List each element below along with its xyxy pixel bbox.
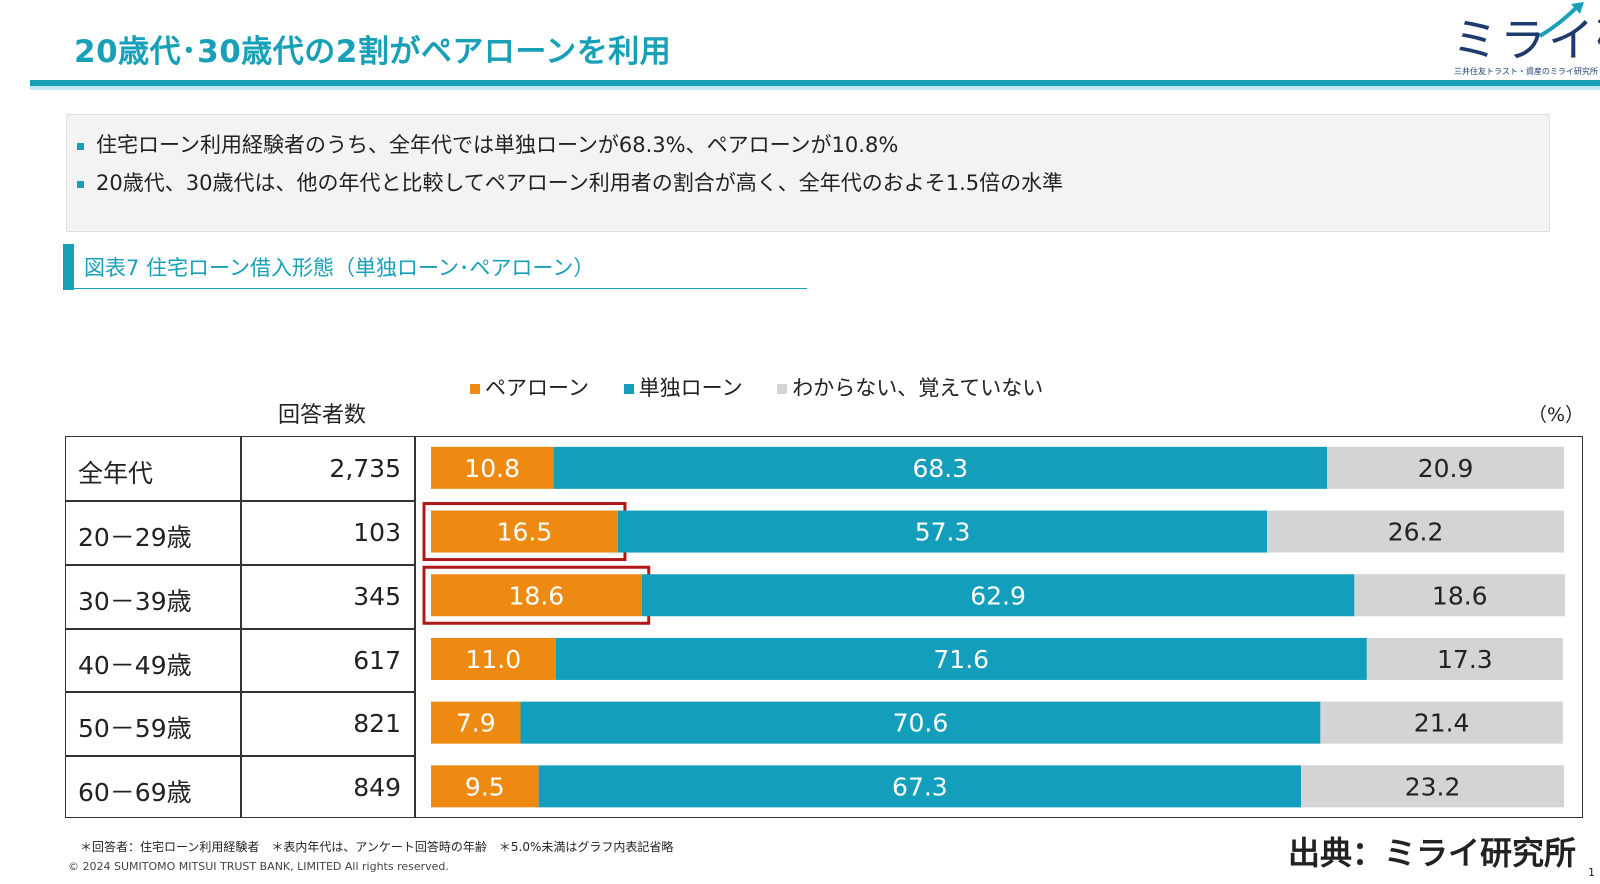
bar-value-label: 23.2 <box>1405 772 1461 801</box>
bar-segment-pair <box>431 765 539 808</box>
bar-segment-single <box>553 446 1328 489</box>
category-label: 60－69歳 <box>78 778 192 807</box>
bar-value-label: 26.2 <box>1388 518 1444 547</box>
legend-swatch <box>470 384 480 394</box>
row-divider <box>65 691 415 693</box>
summary-bullet: 住宅ローン利用経験者のうち、全年代では単独ローンが68.3%、ペアローンが10.… <box>77 129 898 159</box>
column-divider <box>240 436 242 818</box>
row-divider <box>65 628 415 630</box>
row-divider <box>65 500 415 502</box>
bar-segment-pair <box>431 574 642 617</box>
logo-subtitle: 三井住友トラスト・資産のミライ研究所 <box>1454 67 1598 76</box>
slide-title: 20歳代･30歳代の2割がペアローンを利用 <box>74 34 672 70</box>
bar-value-label: 62.9 <box>970 581 1026 610</box>
legend-item-single: 単独ローン <box>623 372 743 402</box>
brand-logo: ミライ研 三井住友トラスト・資産のミライ研究所 <box>1448 2 1600 80</box>
source-caption: 出典：ミライ研究所 <box>1288 834 1577 872</box>
bar-value-label: 9.5 <box>465 772 505 801</box>
category-label: 20－29歳 <box>78 523 192 552</box>
bullet-marker-icon <box>77 142 84 150</box>
bar-segment-single <box>538 765 1302 808</box>
bar-segment-single <box>520 701 1321 744</box>
bar-value-label: 11.0 <box>465 645 521 674</box>
respondent-count: 849 <box>353 773 401 802</box>
bar-value-label: 67.3 <box>892 772 948 801</box>
category-label: 50－59歳 <box>78 714 192 743</box>
bar-value-label: 18.6 <box>1432 581 1488 610</box>
bar-segment-unknown <box>1267 510 1564 553</box>
legend-item-unknown: わからない、覚えていない <box>777 372 1043 402</box>
figure-title: 図表7 住宅ローン借入形態（単独ローン･ペアローン） <box>84 256 595 280</box>
bar-value-label: 71.6 <box>933 645 989 674</box>
legend-label: 単独ローン <box>638 376 743 400</box>
category-label: 全年代 <box>78 459 154 488</box>
respondent-count: 103 <box>353 518 401 547</box>
bar-value-label: 70.6 <box>893 709 949 738</box>
legend-swatch <box>777 384 788 394</box>
bar-value-label: 21.4 <box>1414 709 1470 738</box>
legend-swatch <box>623 384 634 394</box>
chart-table-frame <box>65 436 1583 818</box>
respondent-count: 821 <box>353 709 401 738</box>
figure-title-underline <box>74 288 807 289</box>
bar-segment-pair <box>431 701 521 744</box>
title-rule-light <box>30 86 1600 90</box>
row-divider <box>65 564 415 566</box>
bar-segment-pair <box>431 637 556 680</box>
bar-segment-unknown <box>1301 765 1564 808</box>
bar-segment-unknown <box>1320 701 1563 744</box>
bar-segment-unknown <box>1354 574 1566 617</box>
respondent-count: 345 <box>353 582 401 611</box>
respondent-count: 617 <box>353 646 401 675</box>
bar-value-label: 18.6 <box>509 581 565 610</box>
bar-segment-single <box>641 574 1355 617</box>
category-label: 40－49歳 <box>78 651 192 680</box>
bar-value-label: 20.9 <box>1418 454 1474 483</box>
swoosh-icon <box>1538 2 1584 38</box>
respondent-count: 2,735 <box>329 454 401 483</box>
respondents-header: 回答者数 <box>278 403 367 428</box>
logo-text: ミライ研 <box>1452 13 1600 67</box>
bullet-marker-icon <box>77 180 84 188</box>
legend-label: ペアローン <box>485 376 589 400</box>
legend-label: わからない、覚えていない <box>792 376 1044 400</box>
bar-segment-unknown <box>1366 637 1563 680</box>
page-number: 1 <box>1588 866 1595 879</box>
bullet-text: 住宅ローン利用経験者のうち、全年代では単独ローンが68.3%、ペアローンが10.… <box>96 133 899 157</box>
copyright: © 2024 SUMITOMO MITSUI TRUST BANK, LIMIT… <box>68 860 449 873</box>
bar-value-label: 17.3 <box>1437 645 1493 674</box>
bar-value-label: 7.9 <box>456 709 496 738</box>
row-divider <box>65 755 415 757</box>
bar-segment-single <box>555 637 1367 680</box>
footnote: ＊回答者：住宅ローン利用経験者 ＊表内年代は、アンケート回答時の年齢 ＊5.0%… <box>80 840 674 854</box>
bar-value-label: 10.8 <box>464 454 520 483</box>
unit-label: （%） <box>1528 404 1585 426</box>
bar-value-label: 68.3 <box>912 454 968 483</box>
bullet-text: 20歳代、30歳代は、他の年代と比較してペアローン利用者の割合が高く、全年代のお… <box>96 171 1064 195</box>
summary-box: 住宅ローン利用経験者のうち、全年代では単独ローンが68.3%、ペアローンが10.… <box>66 114 1550 232</box>
bar-value-label: 16.5 <box>497 518 553 547</box>
column-divider <box>414 436 416 818</box>
chart-legend: ペアローン 単独ローン わからない、覚えていない <box>470 372 1071 402</box>
bar-segment-single <box>617 510 1268 553</box>
title-rule <box>30 80 1600 86</box>
bar-value-label: 57.3 <box>915 518 971 547</box>
bar-segment-pair <box>431 510 618 553</box>
bar-segment-unknown <box>1327 446 1564 489</box>
category-label: 30－39歳 <box>78 587 192 616</box>
figure-title-marker <box>63 244 74 290</box>
bar-segment-pair <box>431 446 554 489</box>
legend-item-pair: ペアローン <box>470 372 589 402</box>
summary-bullet: 20歳代、30歳代は、他の年代と比較してペアローン利用者の割合が高く、全年代のお… <box>77 167 1063 197</box>
